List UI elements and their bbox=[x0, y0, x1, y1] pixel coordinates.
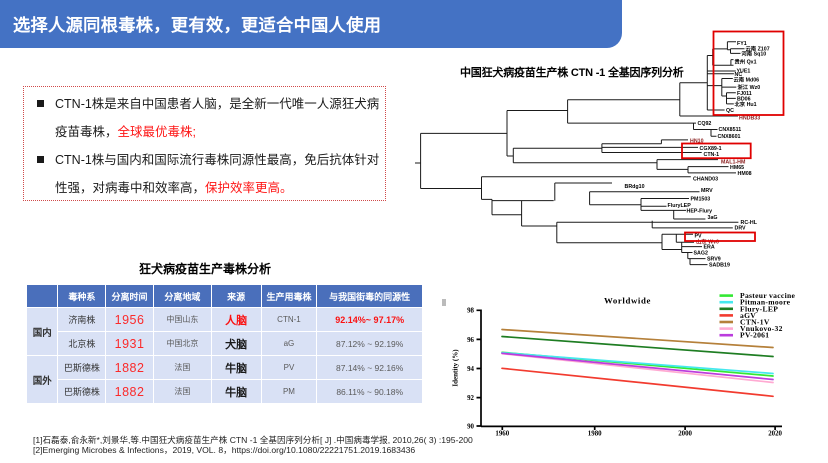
svg-text:FJ011: FJ011 bbox=[737, 91, 752, 97]
svg-text:ERA: ERA bbox=[704, 245, 715, 251]
svg-text:MAL1-HM: MAL1-HM bbox=[721, 160, 746, 166]
svg-text:CNX8511: CNX8511 bbox=[719, 127, 742, 133]
svg-text:90: 90 bbox=[467, 423, 474, 430]
svg-text:Pasteur vaccine: Pasteur vaccine bbox=[740, 291, 796, 300]
svg-text:CNX8601: CNX8601 bbox=[718, 134, 741, 140]
svg-text:河南 Sq10: 河南 Sq10 bbox=[742, 49, 767, 57]
svg-text:BRdg10: BRdg10 bbox=[625, 184, 645, 190]
svg-text:云南 Z107: 云南 Z107 bbox=[746, 45, 770, 53]
svg-text:CQ92: CQ92 bbox=[698, 121, 712, 127]
svg-text:BD06: BD06 bbox=[737, 96, 751, 102]
svg-text:2020: 2020 bbox=[768, 430, 782, 437]
svg-text:浙江 Wz0: 浙江 Wz0 bbox=[738, 83, 761, 91]
svg-text:1960: 1960 bbox=[495, 430, 509, 437]
svg-text:云南 Md06: 云南 Md06 bbox=[734, 75, 760, 83]
svg-text:YUE1: YUE1 bbox=[737, 69, 751, 75]
svg-text:1980: 1980 bbox=[588, 430, 602, 437]
svg-text:Worldwide: Worldwide bbox=[604, 296, 651, 306]
svg-text:HEP-Flury: HEP-Flury bbox=[687, 209, 713, 215]
svg-text:Vnukovo-32: Vnukovo-32 bbox=[740, 324, 783, 333]
svg-text:MRV: MRV bbox=[701, 188, 713, 194]
svg-text:CGX89-1: CGX89-1 bbox=[700, 146, 722, 152]
svg-text:Identity (%): Identity (%) bbox=[452, 349, 460, 387]
svg-text:94: 94 bbox=[467, 366, 474, 373]
svg-text:SAG2: SAG2 bbox=[694, 250, 708, 256]
svg-text:HM65: HM65 bbox=[730, 165, 744, 171]
svg-text:PM1503: PM1503 bbox=[691, 197, 711, 203]
svg-text:aGV: aGV bbox=[740, 311, 756, 320]
svg-text:SADB19: SADB19 bbox=[709, 263, 730, 269]
svg-text:CHAND03: CHAND03 bbox=[693, 176, 718, 182]
svg-text:PV: PV bbox=[695, 233, 703, 239]
svg-text:FluryLEP: FluryLEP bbox=[668, 203, 692, 209]
svg-text:2000: 2000 bbox=[678, 430, 692, 437]
svg-text:HM08: HM08 bbox=[738, 171, 752, 177]
svg-text:QC: QC bbox=[726, 108, 734, 114]
svg-text:DRV: DRV bbox=[735, 226, 747, 232]
svg-text:FY1: FY1 bbox=[737, 41, 747, 47]
svg-text:RC-HL: RC-HL bbox=[741, 220, 758, 226]
svg-text:Flury-LEP: Flury-LEP bbox=[740, 304, 778, 313]
svg-text:HNDB33: HNDB33 bbox=[739, 116, 760, 122]
svg-text:96: 96 bbox=[467, 337, 474, 344]
svg-text:CTN-1V: CTN-1V bbox=[740, 318, 770, 327]
svg-text:北京 Hu1: 北京 Hu1 bbox=[735, 100, 757, 108]
svg-text:Pitman-moore: Pitman-moore bbox=[740, 298, 791, 307]
svg-text:CTN-1: CTN-1 bbox=[704, 152, 720, 158]
svg-text:NC: NC bbox=[735, 72, 743, 78]
svg-text:贵州 Qx1: 贵州 Qx1 bbox=[735, 57, 757, 65]
svg-text:SRV9: SRV9 bbox=[707, 257, 721, 263]
svg-text:98: 98 bbox=[467, 308, 474, 315]
svg-text:3aG: 3aG bbox=[708, 215, 718, 221]
svg-text:HN10: HN10 bbox=[690, 138, 704, 144]
svg-text:92: 92 bbox=[467, 395, 474, 402]
svg-text:PV-2061: PV-2061 bbox=[740, 331, 769, 340]
